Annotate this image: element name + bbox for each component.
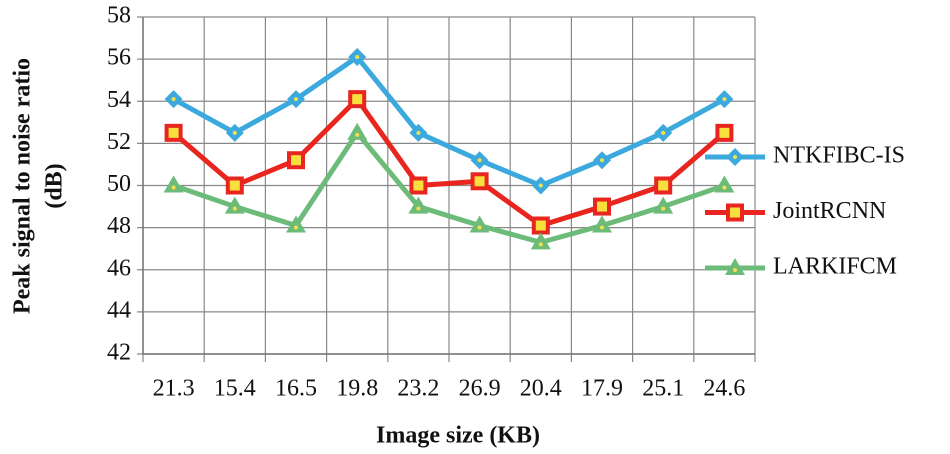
marker-dot [416,130,421,135]
data-point [348,90,367,109]
data-point [653,196,674,214]
x-tick-label: 26.9 [459,376,501,402]
data-point [287,151,305,170]
legend-marker [726,203,744,222]
marker-dot [538,242,543,247]
legend-label: JointRCNN [773,198,886,224]
marker-dot [722,185,727,190]
y-tick-label: 46 [107,255,131,281]
marker-dot [477,225,482,230]
x-axis-title: Image size (KB) [376,423,540,449]
data-point [408,196,429,214]
data-point [286,215,306,233]
y-tick-label: 52 [107,129,131,155]
data-point [224,196,245,214]
data-point [593,197,611,216]
x-tick-label: 15.4 [214,376,256,402]
marker-dot [355,55,360,60]
y-tick-label: 56 [107,45,131,71]
y-tick-label: 48 [107,213,131,239]
x-tick-label: 25.1 [642,376,684,402]
data-point [714,175,735,193]
marker-dot [600,225,604,230]
marker-dot [294,97,298,102]
x-tick-label: 23.2 [397,376,439,402]
data-point [347,122,368,140]
x-tick-label: 20.4 [520,376,562,402]
marker-dot [232,206,237,211]
data-point [409,176,428,195]
y-axis-title: Peak signal to noise ratio [10,58,36,314]
y-tick-label: 54 [107,87,131,113]
marker-dot [733,268,737,272]
legend-label: LARKIFCM [773,254,897,280]
y-tick-label: 58 [107,3,131,29]
legend-marker [725,258,745,275]
series-line [172,54,726,188]
x-tick-label: 16.5 [275,376,317,402]
data-point [225,176,244,195]
series-line [171,96,727,229]
data-point [469,215,490,233]
marker-dot [600,158,604,163]
legend-label: NTKFIBC-IS [773,143,905,169]
marker-dot [171,97,176,102]
x-tick-label: 17.9 [581,376,623,402]
data-point [164,123,183,142]
x-tick-label: 21.3 [153,376,195,402]
marker-dot [733,155,737,159]
series-line [172,130,726,245]
x-tick-label: 19.8 [336,376,378,402]
marker-dot [232,130,237,135]
y-tick-label: 50 [107,171,131,197]
marker-dot [661,130,666,135]
data-point [163,175,184,193]
marker-dot [294,225,298,230]
marker-dot [477,158,482,163]
data-point [530,232,551,250]
x-tick-label: 24.6 [703,376,745,402]
y-axis-title: (dB) [42,163,68,208]
y-tick-label: 42 [107,340,131,366]
data-point [654,176,673,195]
marker-dot [661,206,666,211]
y-tick-label: 44 [107,297,131,323]
marker-dot [416,206,421,211]
data-point [531,216,550,235]
marker-dot [355,132,360,137]
marker-dot [171,185,176,190]
marker-dot [722,97,727,102]
data-point [715,123,734,142]
marker-dot [538,183,543,188]
data-point [470,172,489,191]
data-point [592,215,612,233]
